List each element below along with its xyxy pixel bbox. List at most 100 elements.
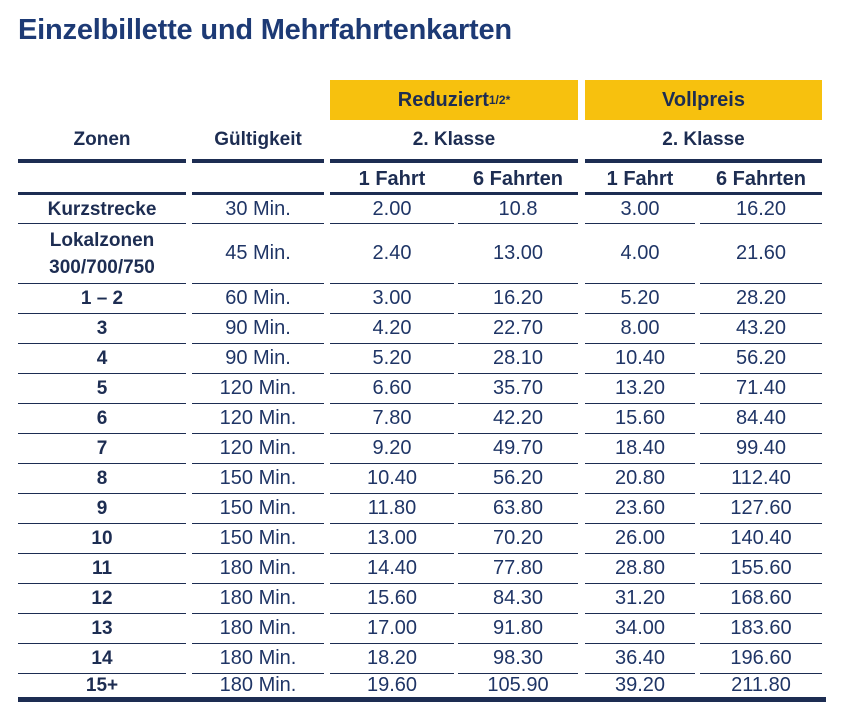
validity-cell: 150 Min. — [219, 467, 297, 489]
reduced-single-fare: 2.00 — [372, 198, 412, 220]
subheader-rule — [330, 192, 578, 195]
subheader-6-fahrten: 6 Fahrten — [472, 168, 564, 190]
reduced-multi-fare: 35.70 — [492, 377, 544, 399]
row-divider — [192, 223, 324, 224]
validity-cell: 90 Min. — [225, 347, 291, 369]
row-divider — [330, 553, 454, 554]
full-multi-fare: 21.60 — [735, 242, 787, 264]
subheader-6-fahrten: 6 Fahrten — [715, 168, 807, 190]
header-rule — [330, 159, 578, 163]
row-divider — [192, 553, 324, 554]
row-divider — [700, 223, 822, 224]
reduced-single-fare: 5.20 — [372, 347, 412, 369]
full-multi-fare: 56.20 — [735, 347, 787, 369]
full-single-fare: 39.20 — [614, 673, 666, 696]
full-multi-fare: 168.60 — [730, 587, 792, 609]
full-single-fare: 31.20 — [614, 587, 666, 609]
zone-cell: 9 — [96, 498, 108, 519]
row-divider — [700, 403, 822, 404]
full-single-fare: 23.60 — [614, 497, 666, 519]
zone-cell: 12 — [91, 588, 113, 609]
reduced-single-fare: 2.40 — [372, 242, 412, 264]
full-multi-fare: 71.40 — [735, 377, 787, 399]
validity-cell: 120 Min. — [219, 437, 297, 459]
row-divider — [192, 643, 324, 644]
full-multi-fare: 127.60 — [730, 497, 792, 519]
subheader-rule — [192, 192, 324, 195]
row-divider — [330, 583, 454, 584]
reduced-multi-fare: 98.30 — [492, 647, 544, 669]
row-divider — [458, 553, 578, 554]
row-divider — [18, 553, 186, 554]
row-divider — [458, 373, 578, 374]
reduced-multi-fare: 84.30 — [492, 587, 544, 609]
row-divider — [18, 403, 186, 404]
subheader-1-fahrt: 1 Fahrt — [606, 168, 674, 190]
row-divider — [192, 493, 324, 494]
row-divider — [330, 463, 454, 464]
row-divider — [700, 673, 822, 674]
validity-cell: 180 Min. — [219, 647, 297, 669]
zone-cell: Lokalzonen 300/700/750 — [49, 229, 155, 278]
reduced-single-fare: 6.60 — [372, 377, 412, 399]
row-divider — [585, 403, 695, 404]
row-divider — [458, 403, 578, 404]
row-divider — [700, 583, 822, 584]
row-divider — [192, 313, 324, 314]
row-divider — [18, 583, 186, 584]
validity-cell: 150 Min. — [219, 497, 297, 519]
validity-cell: 90 Min. — [225, 317, 291, 339]
validity-cell: 60 Min. — [225, 287, 291, 309]
reduced-single-fare: 11.80 — [367, 497, 417, 519]
zone-cell: 11 — [91, 558, 113, 579]
zone-cell: 10 — [91, 528, 113, 549]
row-divider — [192, 283, 324, 284]
full-single-fare: 3.00 — [620, 198, 660, 220]
reduced-multi-fare: 56.20 — [492, 467, 544, 489]
row-divider — [330, 523, 454, 524]
row-divider — [585, 373, 695, 374]
row-divider — [330, 373, 454, 374]
reduced-multi-fare: 49.70 — [492, 437, 544, 459]
full-single-fare: 18.40 — [614, 437, 666, 459]
header-gueltigkeit: Gültigkeit — [214, 129, 302, 150]
row-divider — [700, 373, 822, 374]
subheader-rule — [585, 192, 822, 195]
zone-cell: 6 — [96, 408, 108, 429]
row-divider — [700, 613, 822, 614]
reduced-single-fare: 10.40 — [366, 467, 418, 489]
row-divider — [585, 613, 695, 614]
reduced-multi-fare: 22.70 — [492, 317, 544, 339]
row-divider — [192, 673, 324, 674]
full-single-fare: 8.00 — [620, 317, 660, 339]
row-divider — [330, 403, 454, 404]
reduced-multi-fare: 70.20 — [492, 527, 544, 549]
reduced-single-fare: 3.00 — [372, 287, 412, 309]
row-divider — [18, 313, 186, 314]
full-multi-fare: 155.60 — [730, 557, 792, 579]
row-divider — [585, 523, 695, 524]
row-divider — [700, 523, 822, 524]
row-divider — [458, 523, 578, 524]
row-divider — [458, 493, 578, 494]
reduced-multi-fare: 42.20 — [492, 407, 544, 429]
reduced-single-fare: 18.20 — [366, 647, 418, 669]
subheader-1-fahrt: 1 Fahrt — [358, 168, 426, 190]
row-divider — [192, 463, 324, 464]
zone-cell: 5 — [96, 378, 108, 399]
reduced-single-fare: 14.40 — [366, 557, 418, 579]
row-divider — [18, 493, 186, 494]
row-divider — [192, 433, 324, 434]
header-vollpreis: Vollpreis — [585, 80, 822, 120]
reduced-multi-fare: 10.8 — [498, 198, 538, 220]
full-single-fare: 20.80 — [614, 467, 666, 489]
full-multi-fare: 140.40 — [730, 527, 792, 549]
row-divider — [458, 433, 578, 434]
row-divider — [192, 613, 324, 614]
full-multi-fare: 43.20 — [735, 317, 787, 339]
full-multi-fare: 84.40 — [735, 407, 787, 429]
row-divider — [458, 463, 578, 464]
reduced-multi-fare: 105.90 — [487, 673, 549, 696]
row-divider — [700, 283, 822, 284]
row-divider — [458, 613, 578, 614]
